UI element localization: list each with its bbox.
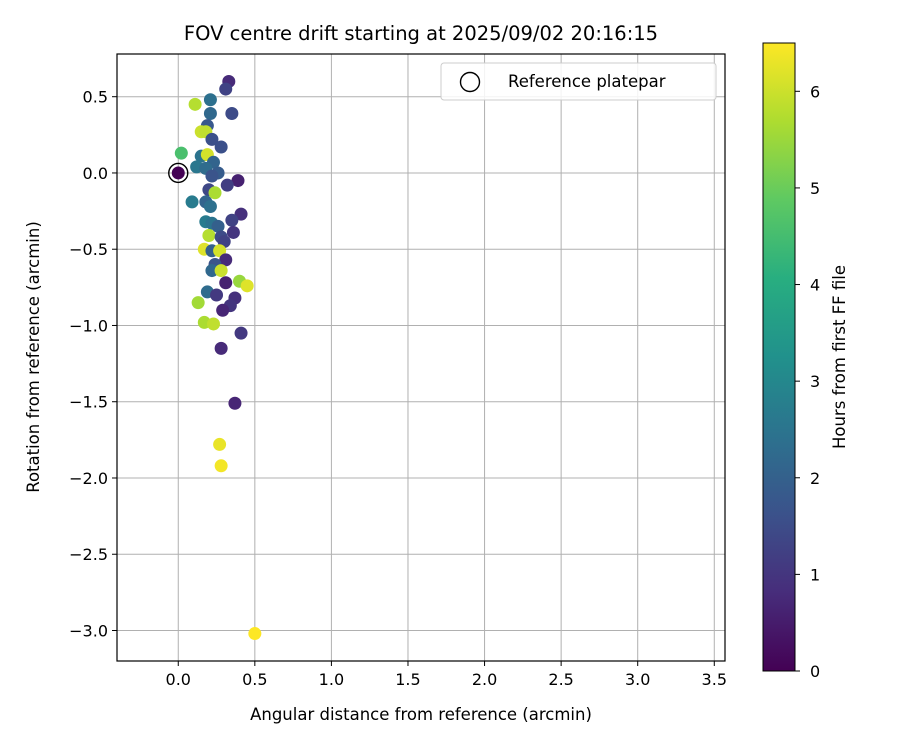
data-point (205, 132, 219, 146)
data-point (228, 396, 242, 410)
reference-marker (168, 162, 189, 184)
data-point (205, 169, 219, 183)
data-point (219, 82, 233, 96)
data-point (234, 207, 248, 221)
colorbar-tick-label: 1 (810, 565, 820, 584)
y-tick-label: −1.5 (69, 393, 108, 412)
data-point (240, 279, 254, 293)
plot-frame (116, 53, 726, 662)
data-point (219, 253, 233, 267)
data-point (205, 264, 219, 278)
data-point (188, 97, 202, 111)
data-point (214, 140, 228, 154)
data-point (214, 459, 228, 473)
y-axis-label: Rotation from reference (arcmin) (24, 221, 43, 493)
data-point (226, 225, 240, 239)
data-point (203, 106, 217, 120)
data-point (185, 195, 199, 209)
x-tick-label: 0.5 (242, 670, 267, 689)
reference-platepar-marker (168, 162, 189, 184)
colorbar-tick-label: 2 (810, 469, 820, 488)
data-point (231, 174, 245, 188)
data-point (211, 219, 225, 233)
data-point (213, 244, 227, 258)
data-point (234, 326, 248, 340)
data-point (214, 264, 228, 278)
legend: Reference platepar (440, 62, 717, 101)
x-tick-label: 3.5 (702, 670, 727, 689)
data-point (219, 276, 233, 290)
data-points (171, 74, 262, 641)
chart-title: FOV centre drift starting at 2025/09/02 … (184, 22, 658, 45)
data-point (248, 627, 262, 641)
x-tick-label: 2.5 (548, 670, 573, 689)
data-point (220, 178, 234, 192)
y-tick-label: −3.0 (69, 621, 108, 640)
x-tick-label: 1.5 (395, 670, 420, 689)
grid (117, 54, 725, 661)
colorbar-tick-label: 4 (810, 276, 820, 295)
x-axis-ticks: 0.0 0.5 1.0 1.5 2.0 2.5 3.0 3.5 (166, 661, 727, 689)
data-point (203, 200, 217, 214)
colorbar: 0 1 2 3 4 5 6 Hours from first FF file (762, 42, 849, 681)
x-axis-label: Angular distance from reference (arcmin) (250, 705, 592, 724)
x-tick-label: 1.0 (319, 670, 344, 689)
data-point (191, 296, 205, 310)
data-point (202, 228, 216, 242)
data-point (225, 106, 239, 120)
colorbar-label: Hours from first FF file (830, 265, 849, 449)
y-tick-label: 0.5 (83, 88, 108, 107)
colorbar-ticks: 0 1 2 3 4 5 6 (795, 82, 820, 681)
colorbar-gradient (762, 42, 796, 672)
data-point (225, 213, 239, 227)
data-point (171, 166, 185, 180)
legend-open-circle-marker (459, 71, 481, 93)
y-tick-label: −0.5 (69, 240, 108, 259)
colorbar-tick-label: 3 (810, 372, 820, 391)
data-point (203, 93, 217, 107)
colorbar-tick-label: 6 (810, 82, 820, 101)
legend-label: Reference platepar (508, 72, 666, 91)
data-point (208, 186, 222, 200)
y-tick-label: −2.0 (69, 469, 108, 488)
data-point (216, 303, 230, 317)
colorbar-tick-label: 0 (810, 662, 820, 681)
y-tick-label: 0.0 (83, 164, 108, 183)
data-point (210, 288, 224, 302)
x-tick-label: 2.0 (472, 670, 497, 689)
data-point (213, 437, 227, 451)
x-tick-label: 3.0 (625, 670, 650, 689)
y-tick-label: −2.5 (69, 545, 108, 564)
x-tick-label: 0.0 (166, 670, 191, 689)
data-point (206, 317, 220, 331)
data-point (214, 341, 228, 355)
data-point (174, 146, 188, 160)
legend-box (440, 62, 717, 101)
colorbar-tick-label: 5 (810, 179, 820, 198)
y-tick-label: −1.0 (69, 316, 108, 335)
y-axis-ticks: 0.5 0.0 −0.5 −1.0 −1.5 −2.0 −2.5 −3.0 (69, 88, 117, 640)
